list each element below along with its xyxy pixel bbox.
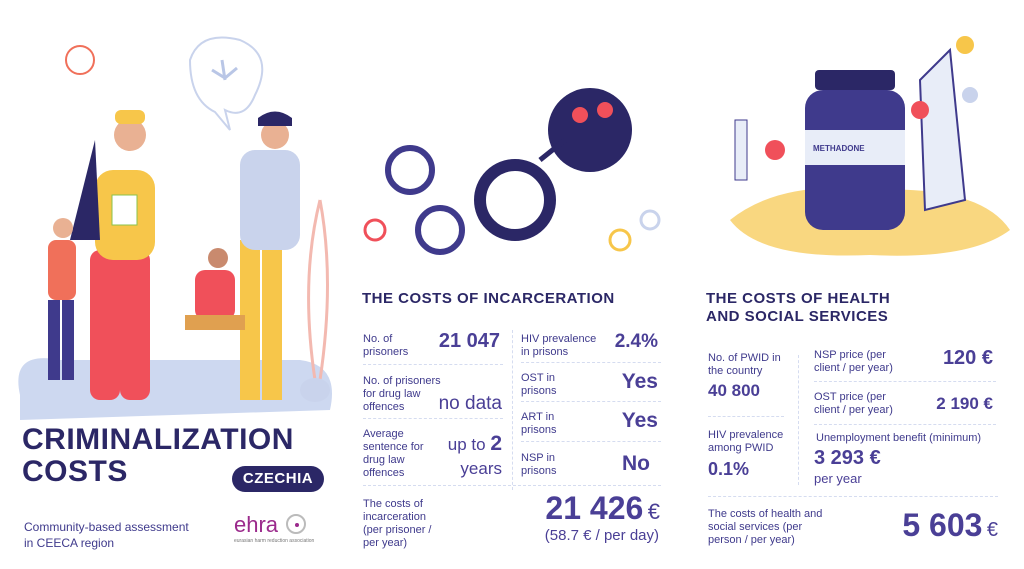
health-cost-value: 5 603	[902, 507, 983, 543]
unemployment-label: Unemployment benefit (minimum)	[816, 432, 982, 444]
health-title-line-1: THE COSTS OF HEALTH	[706, 290, 891, 307]
hiv-prisons-value: 2.4%	[614, 331, 658, 352]
hiv-pwid-label: HIV prevalence among PWID	[708, 429, 784, 454]
pwid-label: No. of PWID in the country	[708, 352, 781, 377]
hiv-pwid-value: 0.1%	[708, 459, 750, 479]
sentence-number: 2	[490, 432, 502, 455]
incarceration-cost-label: The costs of incarceration (per prisoner…	[363, 498, 432, 549]
bottle-label: METHADONE	[813, 144, 865, 153]
title-line-1: CRIMINALIZATION	[22, 423, 294, 456]
sentence-unit: years	[460, 459, 502, 478]
logo-text: ehra	[234, 512, 279, 537]
prisoners-label: No. of prisoners	[363, 333, 409, 358]
prisoners-value: 21 047	[438, 330, 500, 352]
incarceration-cost-currency: €	[647, 499, 660, 524]
nsp-price-value: 120 €	[942, 347, 993, 369]
ost-price-label: OST price (per client / per year)	[814, 391, 893, 416]
subtitle-line-1: Community-based assessment	[24, 520, 189, 534]
sentence-prefix: up to	[447, 435, 486, 454]
ost-prisons-label: OST in prisons	[521, 372, 557, 397]
health-title-line-2: AND SOCIAL SERVICES	[706, 308, 889, 325]
incarceration-cost-value: 21 426	[545, 490, 644, 526]
subtitle-line-2: in CEECA region	[24, 536, 115, 550]
unemployment-unit: per year	[814, 471, 862, 486]
drug-prisoners-value: no data	[438, 393, 502, 414]
methadone-illustration: METHADONE	[730, 36, 1010, 256]
health-cost-currency: €	[986, 519, 998, 541]
nsp-prisons-label: NSP in prisons	[521, 452, 557, 477]
ost-prisons-value: Yes	[621, 370, 658, 393]
handcuffs-illustration	[363, 88, 661, 255]
title-line-2: COSTS	[22, 455, 128, 488]
hiv-prisons-label: HIV prevalence in prisons	[521, 333, 597, 358]
incarceration-cost-per-day: (58.7 € / per day)	[544, 527, 659, 544]
ehra-logo: ehra eurasian harm reduction association	[234, 512, 314, 544]
drug-prisoners-label: No. of prisoners for drug law offences	[363, 375, 441, 413]
nsp-prisons-value: No	[622, 452, 650, 475]
unemployment-value: 3 293 €	[814, 447, 881, 469]
art-prisons-value: Yes	[621, 409, 658, 432]
logo-circle-icon	[285, 514, 306, 534]
art-prisons-label: ART in prisons	[521, 411, 557, 436]
people-illustration	[18, 36, 332, 420]
sentence-label: Average sentence for drug law offences	[363, 428, 424, 479]
ost-price-value: 2 190 €	[936, 394, 993, 413]
country-badge: CZECHIA	[232, 466, 324, 492]
health-cost-label: The costs of health and social services …	[708, 508, 823, 546]
logo-caption: eurasian harm reduction association	[234, 538, 315, 544]
nsp-price-label: NSP price (per client / per year)	[814, 349, 893, 374]
lightbulb-icon	[65, 45, 95, 75]
speech-bubble-icon	[188, 36, 264, 131]
incarceration-title: THE COSTS OF INCARCERATION	[362, 290, 615, 307]
pwid-value: 40 800	[708, 381, 760, 400]
